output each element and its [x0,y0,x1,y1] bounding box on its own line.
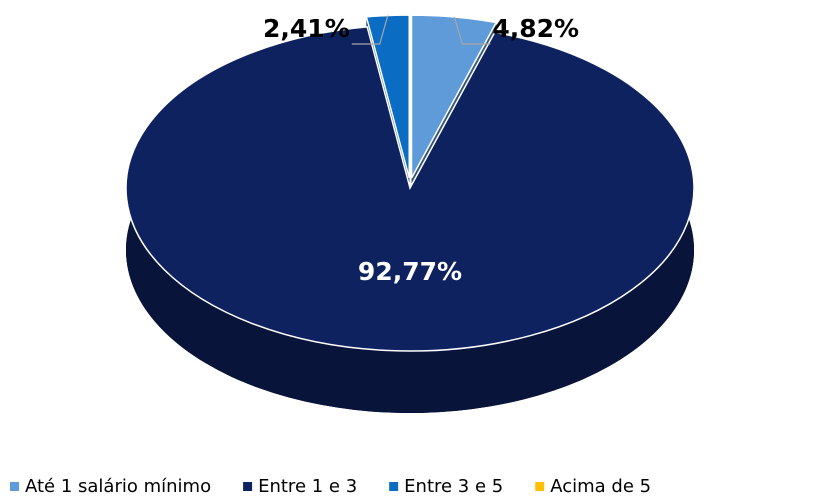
value-label: 92,77% [358,257,462,286]
legend-label: Até 1 salário mínimo [25,476,211,497]
leader-line [453,16,491,45]
value-label: 2,41% [263,14,350,43]
pie-tops [125,14,695,352]
legend-swatch [389,482,399,491]
pie-slice [365,14,410,179]
legend-label: Acima de 5 [550,476,651,497]
leader-line [351,15,389,45]
legend-swatch [535,482,545,491]
legend-label: Entre 1 e 3 [258,476,357,497]
legend-label: Entre 3 e 5 [404,476,503,497]
legend-swatch [10,482,19,491]
legend-swatch [243,482,253,491]
pie-slice [125,26,695,352]
value-label: 4,82% [492,14,579,43]
